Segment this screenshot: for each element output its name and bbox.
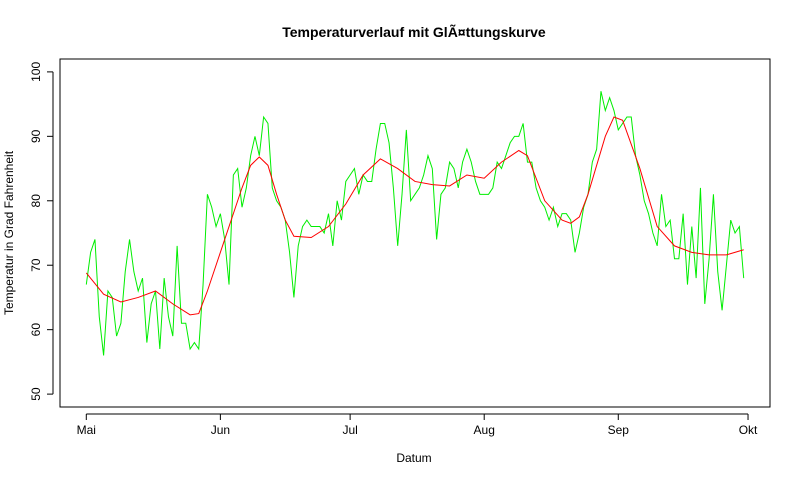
x-tick-label: Sep xyxy=(608,423,630,437)
y-tick-label: 80 xyxy=(29,194,43,208)
series-line xyxy=(85,116,744,316)
y-tick-label: 50 xyxy=(29,387,43,401)
y-tick-label: 90 xyxy=(29,129,43,143)
x-tick-label: Aug xyxy=(474,423,495,437)
y-tick-label: 60 xyxy=(29,323,43,337)
x-tick-label: Okt xyxy=(739,423,758,437)
y-tick-label: 70 xyxy=(29,258,43,272)
x-axis-label: Datum xyxy=(396,451,431,465)
chart-title: Temperaturverlauf mit GlÃ¤ttungskurve xyxy=(282,23,546,40)
series-line xyxy=(85,91,745,356)
x-tick-label: Jun xyxy=(211,423,230,437)
y-tick-label: 100 xyxy=(29,62,43,82)
x-tick-label: Mai xyxy=(77,423,96,437)
y-axis-label: Temperatur in Grad Fahrenheit xyxy=(2,150,16,315)
x-tick-label: Jul xyxy=(342,423,357,437)
plot-box xyxy=(59,58,771,408)
